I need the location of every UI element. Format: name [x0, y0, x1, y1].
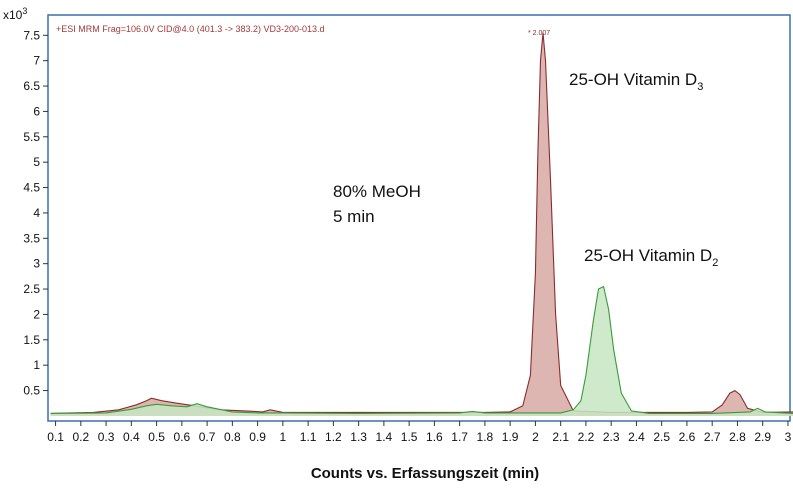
x-tick-label: 2.4: [628, 430, 645, 444]
annotation-vitamin-d3: 25-OH Vitamin D3: [569, 70, 703, 93]
x-tick-label: 3: [785, 430, 792, 444]
x-tick-label: 0.7: [199, 430, 216, 444]
x-tick-label: 1.5: [401, 430, 418, 444]
y-tick-label: 6.5: [23, 79, 40, 93]
x-tick-label: 1.1: [300, 430, 317, 444]
x-axis-label: Counts vs. Erfassungszeit (min): [311, 465, 539, 482]
y-tick-label: 7: [33, 54, 40, 68]
tick-group: 0.1 0.2 0.3 0.4 0.5 0.6 0.7 0.8 0.9 1 1.1 1.2 1.3 1.4…: [23, 28, 791, 444]
x-tick-label: 0.4: [123, 430, 140, 444]
y-tick-label: 7.5: [23, 28, 40, 42]
x-tick-label: 0.3: [98, 430, 115, 444]
x-tick-label: 2.1: [552, 430, 569, 444]
y-tick-label: 0.5: [23, 384, 40, 398]
y-tick-label: 1: [33, 358, 40, 372]
y-tick-label: 6: [33, 104, 40, 118]
plot-frame-group: [47, 14, 791, 422]
y-tick-label: 3.5: [23, 231, 40, 245]
x-tick-label: 2: [532, 430, 539, 444]
x-tick-label: 1.8: [477, 430, 494, 444]
series-area-1: [50, 32, 793, 416]
y-tick-label: 3: [33, 257, 40, 271]
series-line-1: [50, 32, 793, 414]
x-tick-label: 2.7: [704, 430, 721, 444]
annotation-vitamin-d2: 25-OH Vitamin D2: [584, 246, 718, 269]
x-tick-label: 0.6: [174, 430, 191, 444]
x-tick-label: 2.6: [679, 430, 696, 444]
x-tick-label: 2.2: [578, 430, 595, 444]
series-group: [50, 32, 793, 416]
chart-header: +ESI MRM Frag=106.0V CID@4.0 (401.3 -> 3…: [56, 24, 325, 34]
x-tick-label: 1.3: [350, 430, 367, 444]
y-tick-label: 2.5: [23, 282, 40, 296]
x-tick-label: 0.1: [47, 430, 64, 444]
x-tick-label: 2.9: [754, 430, 771, 444]
y-tick-label: 1.5: [23, 333, 40, 347]
series-line-2: [50, 285, 793, 414]
annotation-condition-line2: 5 min: [333, 207, 375, 226]
annotation-condition-line1: 80% MeOH: [333, 182, 421, 201]
x-tick-label: 1.9: [502, 430, 519, 444]
x-tick-label: 0.8: [224, 430, 241, 444]
x-tick-label: 2.3: [603, 430, 620, 444]
x-tick-label: 0.5: [148, 430, 165, 444]
x-tick-label: 0.9: [249, 430, 266, 444]
y-tick-label: 4: [33, 206, 40, 220]
series-area-2: [50, 286, 793, 416]
x-tick-label: 0.2: [72, 430, 89, 444]
y-multiplier: x103: [3, 6, 27, 22]
plot-frame: [47, 14, 791, 422]
x-tick-label: 2.5: [653, 430, 670, 444]
x-tick-label: 1.7: [451, 430, 468, 444]
x-tick-label: 1.6: [426, 430, 443, 444]
x-tick-label: 1: [280, 430, 287, 444]
y-tick-label: 2: [33, 307, 40, 321]
x-tick-label: 2.8: [729, 430, 746, 444]
y-tick-label: 4.5: [23, 181, 40, 195]
y-tick-label: 5: [33, 155, 40, 169]
y-tick-label: 5.5: [23, 130, 40, 144]
peak-label: * 2.007: [528, 30, 550, 37]
x-tick-label: 1.2: [325, 430, 342, 444]
x-tick-label: 1.4: [376, 430, 393, 444]
